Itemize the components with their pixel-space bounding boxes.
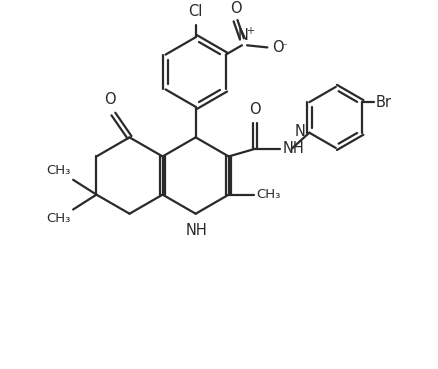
Text: O: O — [104, 92, 116, 107]
Text: O: O — [249, 103, 261, 117]
Text: ⁻: ⁻ — [281, 42, 287, 52]
Text: CH₃: CH₃ — [256, 188, 281, 201]
Text: N: N — [237, 28, 248, 43]
Text: CH₃: CH₃ — [46, 213, 71, 225]
Text: O: O — [272, 40, 284, 55]
Text: NH: NH — [282, 141, 304, 156]
Text: CH₃: CH₃ — [46, 164, 71, 177]
Text: Cl: Cl — [188, 4, 203, 19]
Text: +: + — [247, 25, 254, 35]
Text: NH: NH — [186, 223, 207, 238]
Text: O: O — [230, 1, 241, 15]
Text: Br: Br — [376, 94, 392, 110]
Text: N: N — [295, 124, 306, 139]
